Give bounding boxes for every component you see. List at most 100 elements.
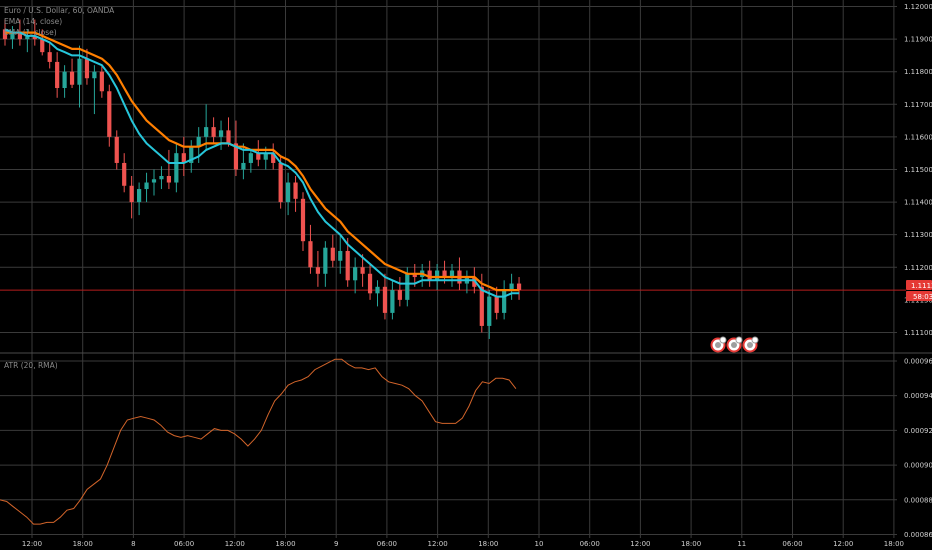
time-tick-label: 18:00: [681, 540, 701, 548]
candle-body: [32, 35, 37, 40]
candle-body: [122, 162, 127, 186]
candle-body: [367, 273, 373, 294]
candle-body: [271, 153, 276, 163]
candle-body: [405, 273, 410, 300]
candle-body: [77, 58, 82, 85]
price-tag-countdown: 58:03: [913, 293, 932, 301]
time-tick-label: 11: [737, 540, 746, 548]
candle-body: [241, 162, 246, 170]
candle-body: [479, 286, 484, 326]
price-tick-label: 1.11100: [904, 329, 932, 337]
candle-body: [226, 130, 231, 144]
atr-pane[interactable]: [0, 358, 517, 525]
candle-body: [472, 277, 477, 287]
candle-body: [10, 32, 15, 40]
price-tick-label: 1.11500: [904, 166, 932, 174]
candle-body: [114, 136, 119, 163]
candle-body: [263, 153, 268, 160]
time-tick-label: 18:00: [478, 540, 498, 548]
candle-body: [151, 179, 157, 183]
atr-tick-label: 0.00086: [904, 531, 932, 539]
candle-body: [397, 290, 402, 300]
price-tag-value: 1.11130: [911, 282, 932, 290]
ema-fast-line: [4, 28, 520, 298]
grid-lines: [0, 0, 897, 538]
price-pane[interactable]: [0, 19, 906, 339]
candle-body: [315, 267, 320, 274]
atr-tick-label: 0.00090: [904, 462, 932, 470]
candle-body: [502, 290, 507, 313]
price-tick-label: 1.11400: [904, 199, 932, 207]
candle-body: [129, 185, 134, 203]
flag-dot: [731, 342, 737, 348]
time-tick-label: 9: [334, 540, 338, 548]
time-tick-label: 12:00: [22, 540, 42, 548]
candle-body: [308, 241, 313, 268]
event-markers[interactable]: [710, 336, 759, 353]
candle-body: [248, 153, 253, 163]
candle-body: [92, 71, 97, 79]
time-axis[interactable]: 12:00 18:00 8 06:00 12:00 18:00 9 06:00 12:00 18:…: [22, 540, 904, 548]
candle-body: [166, 176, 171, 183]
price-tick-label: 1.11900: [904, 36, 932, 44]
candle-body: [62, 71, 67, 88]
atr-legend: ATR (20, RMA): [4, 361, 58, 370]
candle-body: [427, 270, 432, 281]
candle-body: [442, 270, 447, 278]
candle-body: [345, 250, 350, 281]
candle-body: [196, 136, 201, 147]
flag-badge: [751, 336, 759, 344]
candle-body: [360, 267, 365, 274]
price-tick-label: 1.11200: [904, 264, 932, 272]
event-flag-icon[interactable]: [726, 336, 743, 353]
candle-body: [137, 189, 142, 203]
atr-tick-label: 0.00094: [904, 392, 932, 400]
atr-tick-label: 0.00096: [904, 357, 932, 365]
candle-body: [509, 283, 514, 291]
candle-body: [300, 198, 306, 242]
candle-body: [17, 32, 22, 40]
candle-body: [382, 286, 388, 313]
time-tick-label: 06:00: [174, 540, 194, 548]
candle-body: [204, 127, 209, 137]
atr-tick-label: 0.00088: [904, 496, 932, 504]
candle-body: [353, 267, 358, 281]
time-tick-label: 12:00: [225, 540, 245, 548]
price-tick-label: 1.11600: [904, 133, 932, 141]
candle-body: [293, 182, 298, 199]
candle-body: [435, 270, 440, 281]
time-tick-label: 10: [535, 540, 544, 548]
time-tick-label: 12:00: [630, 540, 650, 548]
candle-body: [55, 61, 60, 88]
candle-body: [256, 153, 261, 160]
candle-body: [375, 286, 380, 294]
candle-body: [144, 182, 149, 190]
candle-body: [40, 39, 45, 53]
candle-body: [233, 143, 239, 170]
candle-body: [107, 91, 112, 137]
candle-body: [390, 290, 395, 313]
candle-body: [487, 296, 492, 326]
candle-body: [218, 130, 224, 137]
time-tick-label: 18:00: [275, 540, 295, 548]
flag-badge: [719, 336, 727, 344]
time-tick-label: 06:00: [782, 540, 802, 548]
price-tick-label: 1.11300: [904, 231, 932, 239]
flag-badge: [735, 336, 743, 344]
candle-body: [99, 71, 104, 92]
candle-body: [84, 58, 90, 79]
candle-body: [494, 296, 499, 313]
price-tick-label: 1.11700: [904, 101, 932, 109]
event-flag-icon[interactable]: [710, 336, 727, 353]
time-tick-label: 12:00: [428, 540, 448, 548]
candle-body: [286, 182, 291, 203]
candle-body: [278, 162, 283, 203]
candle-body: [181, 153, 186, 163]
price-tick-label: 1.11800: [904, 68, 932, 76]
event-flag-icon[interactable]: [742, 336, 759, 353]
price-tick-label: 1.12000: [904, 3, 932, 11]
ema-slow-line: [5, 31, 520, 292]
candle-body: [516, 283, 522, 291]
candle-body: [449, 270, 455, 278]
